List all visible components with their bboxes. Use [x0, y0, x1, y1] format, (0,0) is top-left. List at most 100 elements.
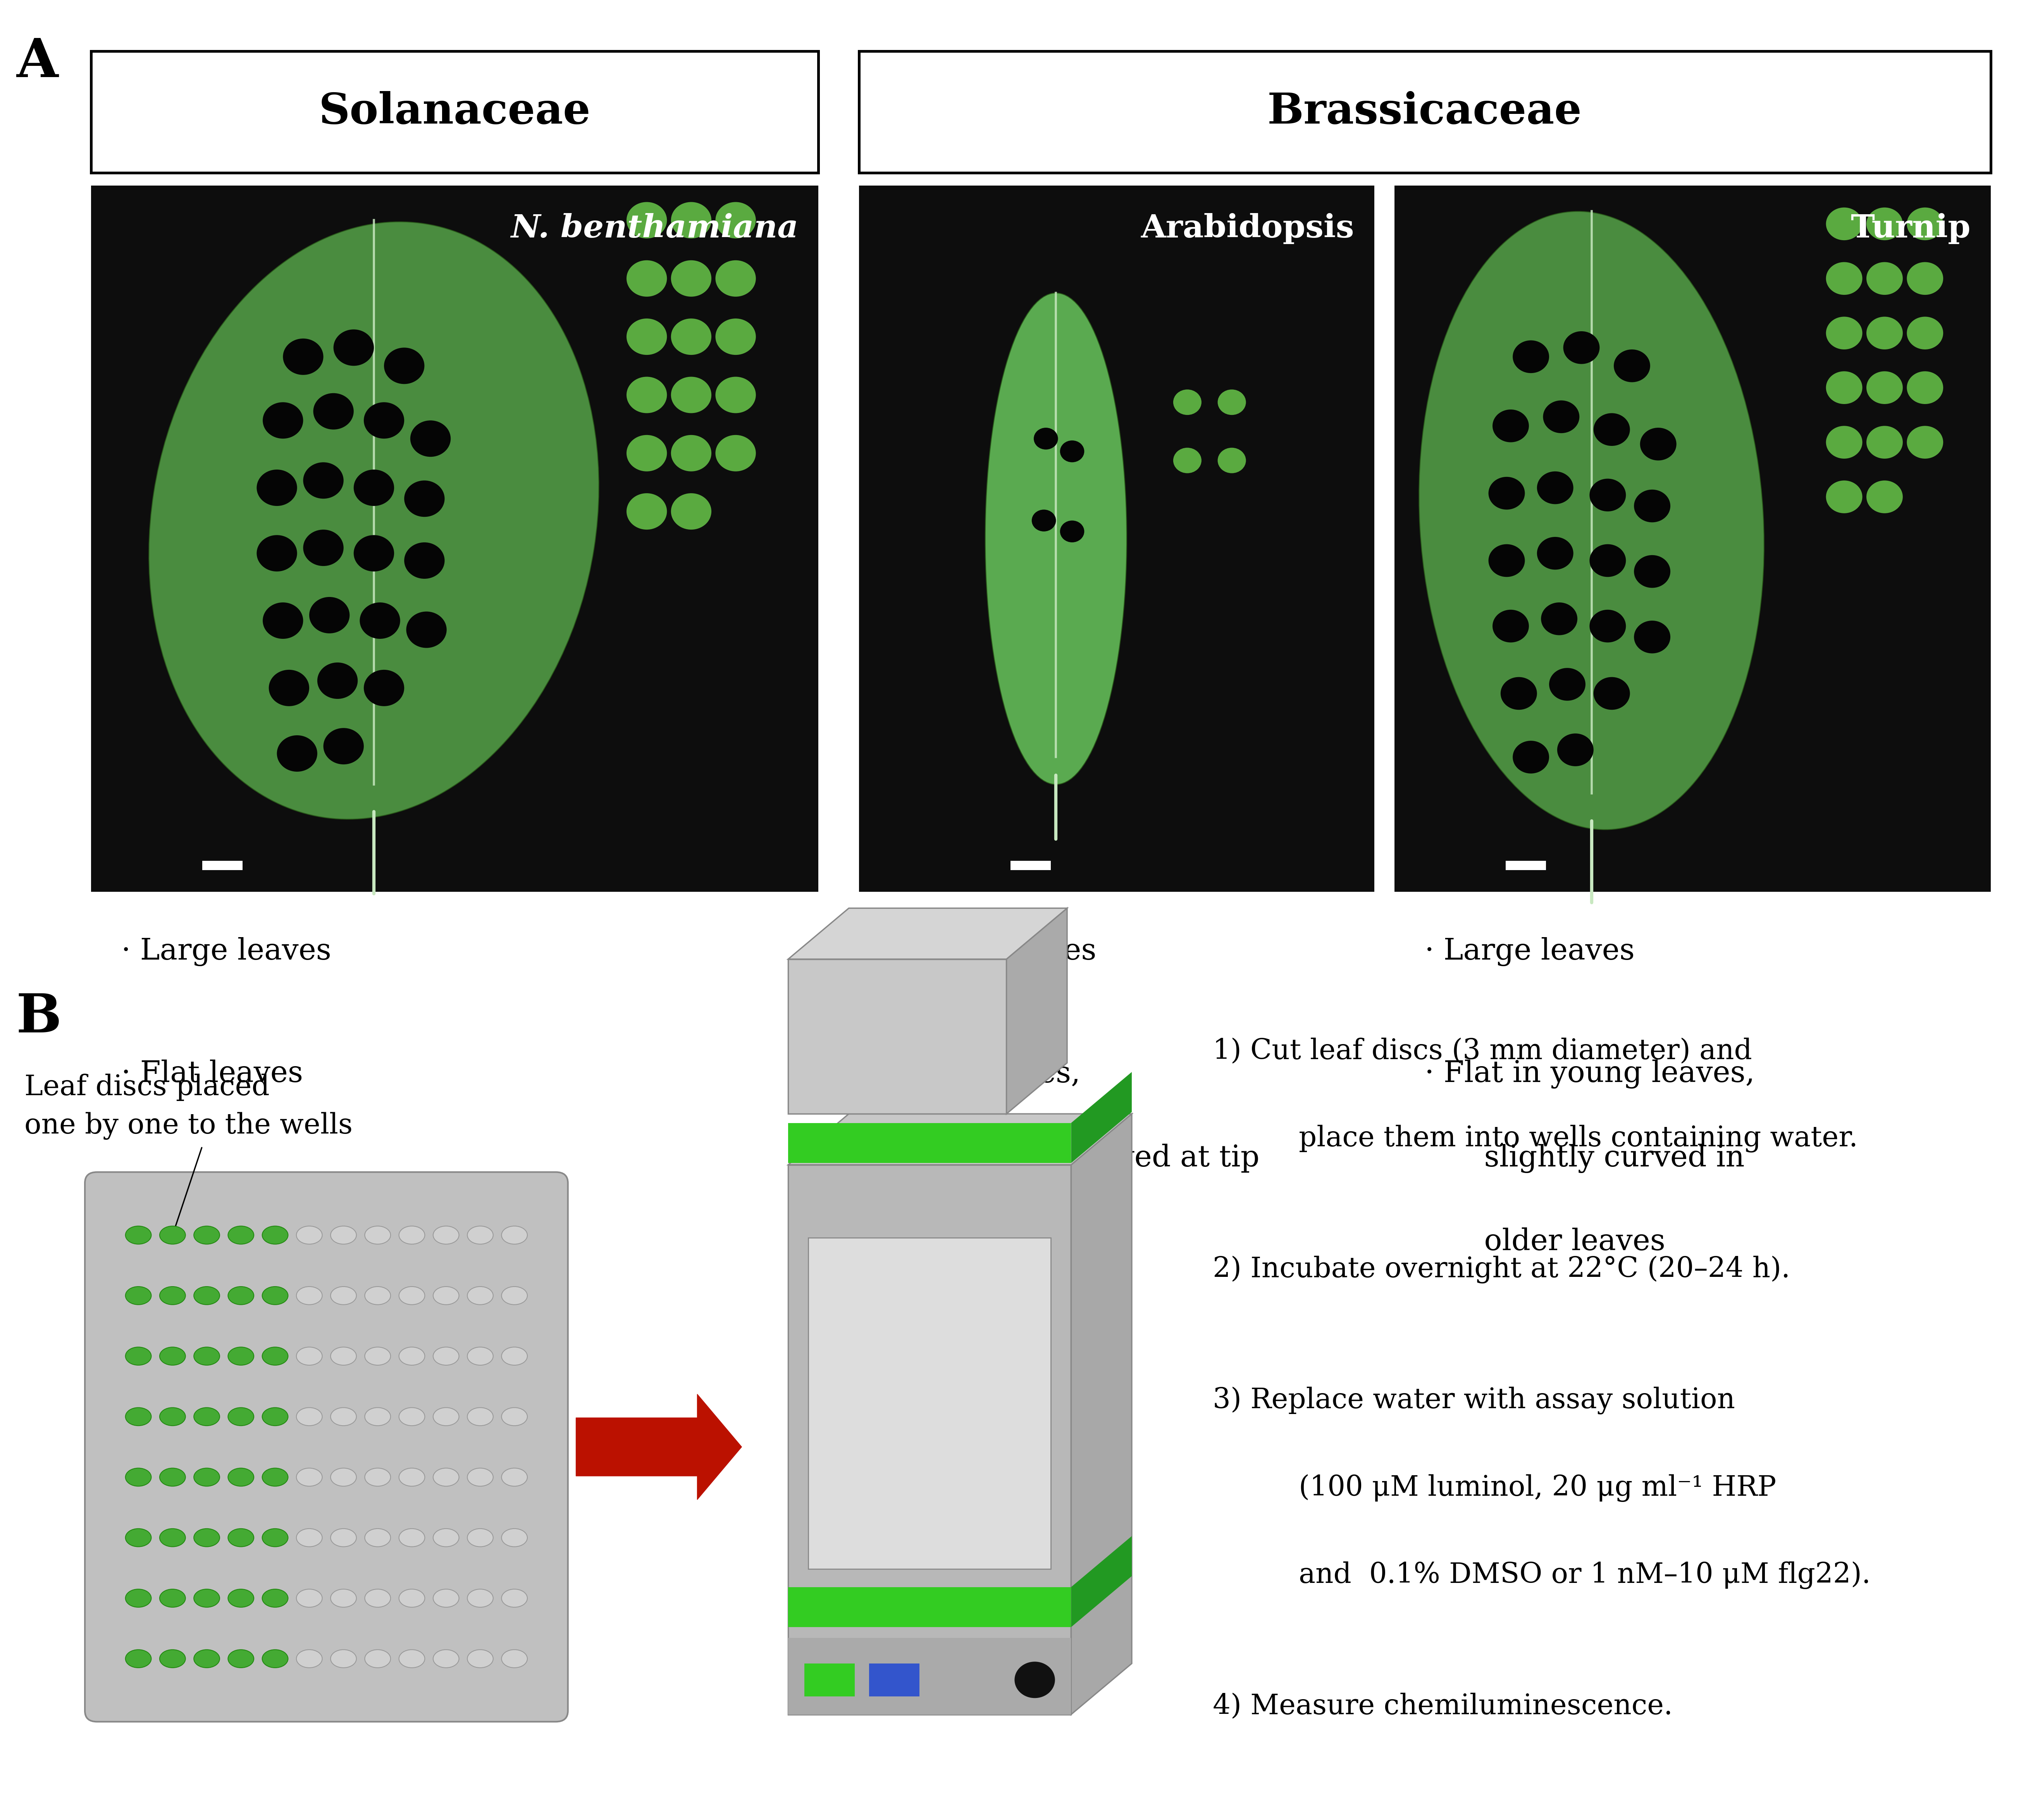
Ellipse shape	[331, 1347, 356, 1365]
Ellipse shape	[398, 1589, 424, 1607]
Circle shape	[1865, 317, 1902, 349]
Ellipse shape	[160, 1649, 186, 1667]
Text: · Large leaves: · Large leaves	[121, 937, 331, 966]
Ellipse shape	[160, 1469, 186, 1487]
Polygon shape	[1071, 1114, 1132, 1714]
Bar	[788, 959, 1006, 1114]
Text: Brassicaceae: Brassicaceae	[1267, 91, 1582, 133]
Ellipse shape	[398, 1407, 424, 1425]
Circle shape	[671, 493, 711, 530]
Ellipse shape	[228, 1589, 255, 1607]
Circle shape	[1172, 389, 1200, 415]
Circle shape	[1542, 400, 1578, 433]
Text: 3) Replace water with assay solution: 3) Replace water with assay solution	[1213, 1387, 1734, 1414]
Ellipse shape	[432, 1407, 459, 1425]
Ellipse shape	[125, 1469, 152, 1487]
Circle shape	[309, 597, 350, 633]
Circle shape	[269, 670, 309, 706]
Ellipse shape	[228, 1227, 255, 1245]
Bar	[859, 51, 1991, 173]
Circle shape	[1633, 490, 1669, 522]
Circle shape	[283, 339, 323, 375]
Text: · Small leaves: · Small leaves	[889, 937, 1095, 966]
Ellipse shape	[398, 1347, 424, 1365]
Text: place them into wells containing water.: place them into wells containing water.	[1263, 1125, 1857, 1152]
Ellipse shape	[467, 1227, 493, 1245]
Circle shape	[1906, 262, 1944, 295]
Ellipse shape	[228, 1347, 255, 1365]
Circle shape	[671, 260, 711, 297]
Bar	[788, 1587, 1071, 1627]
Ellipse shape	[297, 1589, 321, 1607]
Ellipse shape	[297, 1347, 321, 1365]
Circle shape	[323, 728, 364, 764]
Ellipse shape	[467, 1589, 493, 1607]
Circle shape	[1825, 371, 1863, 404]
Text: Arabidopsis: Arabidopsis	[1140, 213, 1354, 244]
Ellipse shape	[194, 1227, 220, 1245]
Ellipse shape	[194, 1407, 220, 1425]
Ellipse shape	[228, 1649, 255, 1667]
Circle shape	[1491, 610, 1528, 642]
Circle shape	[715, 435, 756, 471]
Ellipse shape	[297, 1649, 321, 1667]
Circle shape	[627, 260, 667, 297]
Ellipse shape	[467, 1469, 493, 1487]
Text: B: B	[16, 992, 63, 1045]
Ellipse shape	[228, 1407, 255, 1425]
Circle shape	[406, 612, 447, 648]
Circle shape	[715, 260, 756, 297]
Circle shape	[1059, 440, 1083, 462]
Bar	[202, 861, 243, 870]
Circle shape	[1865, 480, 1902, 513]
Ellipse shape	[160, 1589, 186, 1607]
Ellipse shape	[364, 1227, 390, 1245]
Ellipse shape	[398, 1469, 424, 1487]
Circle shape	[277, 735, 317, 772]
Circle shape	[384, 348, 424, 384]
Text: Turnip: Turnip	[1851, 213, 1970, 244]
Ellipse shape	[150, 222, 598, 819]
Circle shape	[1906, 207, 1944, 240]
Ellipse shape	[331, 1287, 356, 1305]
Ellipse shape	[125, 1287, 152, 1305]
Ellipse shape	[331, 1407, 356, 1425]
Text: 4) Measure chemiluminescence.: 4) Measure chemiluminescence.	[1213, 1693, 1673, 1720]
Polygon shape	[788, 908, 1067, 959]
Ellipse shape	[160, 1227, 186, 1245]
Circle shape	[671, 202, 711, 238]
Ellipse shape	[297, 1407, 321, 1425]
Ellipse shape	[194, 1589, 220, 1607]
Circle shape	[1825, 480, 1863, 513]
Bar	[91, 186, 819, 892]
Ellipse shape	[263, 1287, 289, 1305]
Circle shape	[1512, 741, 1548, 774]
Text: 1) Cut leaf discs (3 mm diameter) and: 1) Cut leaf discs (3 mm diameter) and	[1213, 1037, 1752, 1065]
Ellipse shape	[501, 1649, 527, 1667]
Circle shape	[627, 202, 667, 238]
Circle shape	[1536, 471, 1572, 504]
Ellipse shape	[331, 1469, 356, 1487]
Ellipse shape	[398, 1227, 424, 1245]
Text: · Large leaves: · Large leaves	[1425, 937, 1635, 966]
Ellipse shape	[160, 1347, 186, 1365]
Ellipse shape	[228, 1469, 255, 1487]
Ellipse shape	[467, 1347, 493, 1365]
Ellipse shape	[398, 1529, 424, 1547]
Ellipse shape	[263, 1649, 289, 1667]
Bar	[91, 51, 819, 173]
Circle shape	[627, 435, 667, 471]
Circle shape	[1500, 677, 1536, 710]
Circle shape	[364, 402, 404, 439]
Ellipse shape	[194, 1649, 220, 1667]
Ellipse shape	[467, 1407, 493, 1425]
Ellipse shape	[432, 1649, 459, 1667]
Ellipse shape	[194, 1347, 220, 1365]
Ellipse shape	[467, 1529, 493, 1547]
Ellipse shape	[501, 1407, 527, 1425]
Circle shape	[333, 329, 374, 366]
Bar	[788, 1165, 1071, 1714]
Ellipse shape	[501, 1227, 527, 1245]
Ellipse shape	[228, 1529, 255, 1547]
Text: older leaves: older leaves	[1465, 1228, 1665, 1256]
